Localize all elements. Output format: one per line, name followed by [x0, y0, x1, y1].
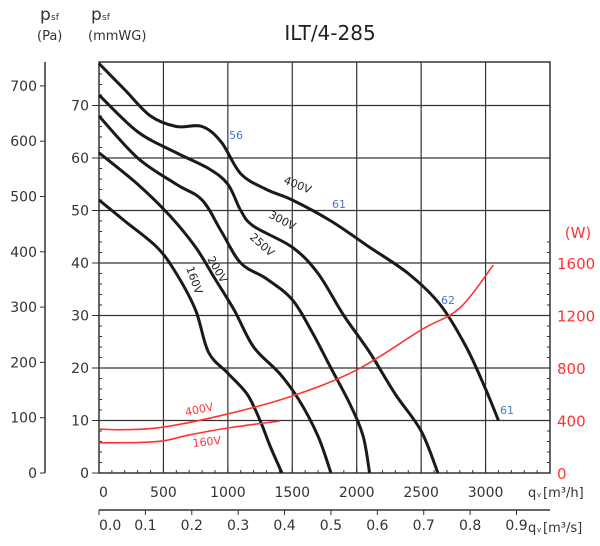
w-tick-label: 1600: [557, 255, 595, 273]
x-m3h-tick-label: 3000: [468, 485, 504, 501]
power-curve-label: 400V: [184, 400, 215, 419]
noise-level-label: 56: [229, 129, 243, 142]
pa-tick-label: 200: [10, 355, 37, 371]
x-m3h-tick-label: 1500: [274, 485, 310, 501]
pressure-curve-250V: [97, 114, 372, 474]
x-m3s-axis-symbol: q: [528, 521, 536, 536]
w-axis-unit: (W): [565, 224, 592, 242]
noise-level-label: 61: [500, 404, 514, 417]
pa-axis-label-subscript: sf: [51, 13, 60, 23]
mmwg-axis-label-symbol: p: [91, 5, 102, 25]
x-m3s-tick-label: 0.8: [459, 518, 481, 534]
x-m3h-axis-unit: [m³/h]: [543, 486, 584, 501]
mmwg-tick-label: 0: [80, 466, 89, 482]
pressure-curve-160V: [98, 198, 284, 474]
x-m3h-tick-label: 1000: [210, 485, 246, 501]
x-m3s-tick-label: 0.0: [99, 518, 121, 534]
mmwg-tick-label: 20: [71, 361, 89, 377]
x-m3s-tick-label: 0.7: [413, 518, 435, 534]
w-tick-label: 400: [557, 413, 586, 431]
pa-axis-label-symbol: p: [40, 5, 51, 25]
pa-tick-label: 600: [10, 134, 37, 150]
plot-frame: [98, 61, 551, 474]
mmwg-tick-label: 60: [71, 151, 89, 167]
mmwg-tick-label: 70: [71, 99, 89, 115]
power-curve-label: 160V: [192, 434, 222, 450]
mmwg-tick-label: 50: [71, 204, 89, 220]
x-m3h-tick-label: 2000: [339, 485, 375, 501]
pressure-curve-label: 300V: [267, 208, 299, 233]
mmwg-axis-label-unit: (mmWG): [88, 29, 146, 44]
pressure-curve-200V: [98, 151, 333, 474]
x-m3s-tick-label: 0.1: [134, 518, 156, 534]
x-m3s-axis-unit: [m³/s]: [543, 521, 582, 536]
mmwg-axis-label-subscript: sf: [102, 13, 111, 23]
noise-level-label: 62: [441, 294, 455, 307]
mmwg-tick-label: 30: [71, 309, 89, 325]
x-m3h-tick-label: 0: [99, 485, 108, 501]
w-tick-label: 800: [557, 360, 586, 378]
pa-tick-label: 300: [10, 300, 37, 316]
x-m3h-axis-subscript: v: [537, 491, 541, 499]
pa-tick-label: 400: [10, 245, 37, 261]
x-m3s-tick-label: 0.9: [505, 518, 527, 534]
x-m3s-tick-label: 0.4: [273, 518, 295, 534]
x-m3s-tick-label: 0.3: [227, 518, 249, 534]
pa-axis-label-unit: (Pa): [37, 29, 62, 44]
mmwg-tick-label: 40: [71, 256, 89, 272]
w-tick-label: 1200: [557, 308, 595, 326]
x-m3s-tick-label: 0.5: [320, 518, 342, 534]
power-curve-400V: [98, 264, 494, 431]
x-m3h-tick-label: 2500: [403, 485, 439, 501]
chart-title: ILT/4-285: [284, 21, 375, 45]
x-m3s-axis-subscript: v: [537, 526, 541, 534]
pressure-curve-300V: [97, 93, 440, 474]
x-m3h-axis-symbol: q: [528, 486, 536, 501]
x-m3s-tick-label: 0.2: [181, 518, 203, 534]
x-m3s-tick-label: 0.6: [366, 518, 388, 534]
pa-tick-label: 500: [10, 190, 37, 206]
power-curve-160V: [98, 420, 280, 444]
w-tick-label: 0: [557, 465, 567, 483]
x-m3h-tick-label: 500: [150, 485, 177, 501]
mmwg-tick-label: 10: [71, 414, 89, 430]
pa-tick-label: 100: [10, 411, 37, 427]
pressure-curve-400V: [97, 62, 500, 422]
pa-tick-label: 700: [10, 79, 37, 95]
noise-level-label: 61: [332, 198, 346, 211]
pressure-curve-label: 400V: [282, 174, 314, 197]
pa-tick-label: 0: [28, 466, 37, 482]
